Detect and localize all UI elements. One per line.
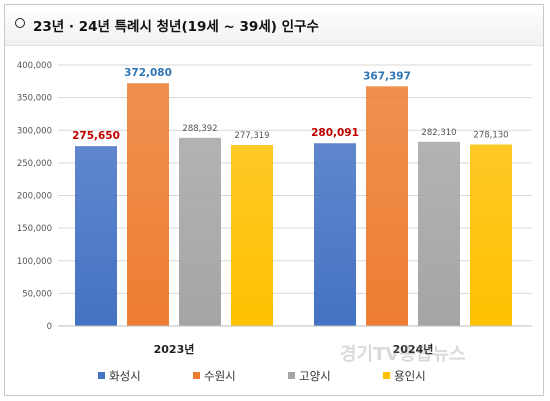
data-label: 288,392 <box>182 124 217 134</box>
data-label: 372,080 <box>124 67 172 79</box>
y-tick-label: 300,000 <box>17 126 52 136</box>
legend-swatch <box>98 372 105 379</box>
chart-title: 23년 · 24년 특례시 청년(19세 ~ 39세) 인구수 <box>33 19 319 35</box>
data-label: 367,397 <box>363 70 411 82</box>
title-bar: 23년 · 24년 특례시 청년(19세 ~ 39세) 인구수 <box>5 5 543 46</box>
data-label: 277,319 <box>234 131 269 141</box>
circle-bullet-icon <box>15 18 25 28</box>
y-tick-label: 400,000 <box>17 61 52 71</box>
legend-label: 용인시 <box>394 369 426 383</box>
y-tick-label: 50,000 <box>22 289 52 299</box>
bar-화성시-2023년 <box>75 146 117 326</box>
bar-수원시-2024년 <box>366 86 408 326</box>
data-label: 275,650 <box>72 130 120 142</box>
bar-수원시-2023년 <box>127 83 169 326</box>
data-label: 280,091 <box>311 127 359 139</box>
watermark: 경기TV종합뉴스 <box>340 340 466 366</box>
y-tick-label: 0 <box>47 322 52 332</box>
legend-label: 고양시 <box>299 369 331 383</box>
y-tick-label: 250,000 <box>17 159 52 169</box>
legend-label: 화성시 <box>109 369 141 383</box>
bar-용인시-2024년 <box>470 144 512 326</box>
data-label: 282,310 <box>421 128 456 138</box>
x-category-label: 2024년 <box>393 342 434 356</box>
bar-용인시-2023년 <box>231 145 273 326</box>
bar-화성시-2024년 <box>314 143 356 326</box>
legend-label: 수원시 <box>204 369 236 383</box>
y-tick-label: 200,000 <box>17 192 52 202</box>
legend-swatch <box>383 372 390 379</box>
y-tick-label: 100,000 <box>17 257 52 267</box>
data-label: 278,130 <box>473 131 508 141</box>
y-tick-label: 350,000 <box>17 94 52 104</box>
bar-고양시-2023년 <box>179 137 221 326</box>
y-tick-label: 150,000 <box>17 224 52 234</box>
bar-고양시-2024년 <box>418 141 460 326</box>
watermark-text: 경기TV종합뉴스 <box>340 344 466 365</box>
legend-swatch <box>193 372 200 379</box>
legend-swatch <box>288 372 295 379</box>
x-category-label: 2023년 <box>154 342 195 356</box>
